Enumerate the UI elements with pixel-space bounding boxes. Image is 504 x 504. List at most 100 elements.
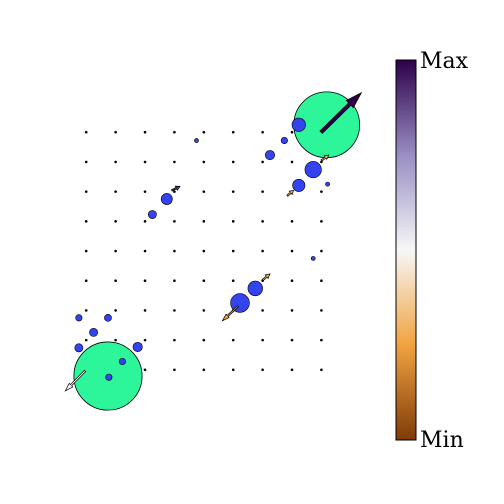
- grid-dot: [261, 309, 264, 312]
- grid-dot: [202, 279, 206, 283]
- grid-dot: [261, 220, 264, 223]
- grid-dot: [231, 130, 235, 134]
- grid-dot: [231, 160, 235, 164]
- arrow: [320, 154, 330, 162]
- grid-dot: [84, 249, 88, 253]
- grid-dot: [114, 160, 117, 164]
- grid-dot: [84, 309, 88, 312]
- colorbar: [395, 59, 417, 441]
- grid-dot: [202, 368, 206, 372]
- grid-dot: [231, 338, 235, 342]
- circle: [132, 341, 143, 352]
- grid-dot: [202, 220, 206, 223]
- grid-dot: [231, 279, 235, 283]
- colorbar-max-label: Max: [420, 49, 469, 74]
- grid-dot: [143, 338, 147, 342]
- arrow: [286, 189, 294, 197]
- grid-dot: [84, 220, 88, 223]
- grid-dot: [290, 309, 294, 312]
- grid-dot: [290, 130, 294, 134]
- grid-dot: [84, 338, 88, 342]
- grid-dot: [173, 160, 176, 164]
- grid-dot: [320, 220, 323, 223]
- grid-dot: [290, 220, 294, 223]
- circle: [292, 178, 306, 192]
- grid-dot: [173, 190, 176, 193]
- grid-dot: [173, 368, 176, 372]
- grid-dot: [114, 249, 117, 253]
- circle: [264, 150, 275, 161]
- circle: [118, 357, 126, 366]
- grid-dot: [320, 368, 323, 372]
- arrow: [64, 369, 87, 392]
- grid-dot: [114, 279, 117, 283]
- grid-dot: [202, 160, 206, 164]
- grid-dot: [173, 249, 176, 253]
- grid-dot: [231, 249, 235, 253]
- arrow: [170, 185, 181, 192]
- grid-dot: [173, 220, 176, 223]
- grid-dot: [290, 368, 294, 372]
- grid-dot: [290, 279, 294, 283]
- grid-dot: [202, 249, 206, 253]
- circle: [89, 327, 98, 337]
- grid-dot: [261, 338, 264, 342]
- grid-dot: [202, 190, 206, 193]
- grid-dot: [320, 309, 323, 312]
- circle: [310, 256, 316, 261]
- circle: [105, 373, 113, 381]
- grid-dot: [320, 190, 323, 193]
- grid-dot: [84, 190, 88, 193]
- circle: [280, 136, 288, 145]
- grid-dot: [320, 338, 323, 342]
- circle: [194, 138, 199, 143]
- grid-dot: [231, 368, 235, 372]
- grid-dot: [143, 220, 147, 223]
- grid-dot: [173, 309, 176, 312]
- grid-dot: [202, 338, 206, 342]
- grid-dot: [84, 130, 88, 134]
- grid-dot: [261, 160, 264, 164]
- grid-dot: [290, 338, 294, 342]
- grid-dot: [114, 309, 117, 312]
- grid-dot: [114, 130, 117, 134]
- grid-dot: [231, 220, 235, 223]
- grid-dot: [143, 279, 147, 283]
- circle: [104, 314, 112, 322]
- circle: [247, 280, 263, 297]
- grid-dot: [173, 130, 176, 134]
- grid-dot: [231, 190, 235, 193]
- grid-dot: [261, 130, 264, 134]
- circle: [74, 343, 84, 353]
- grid-dot: [173, 338, 176, 342]
- arrow: [221, 305, 239, 322]
- circle: [147, 210, 157, 219]
- grid-dot: [320, 279, 323, 283]
- grid-dot: [143, 309, 147, 312]
- grid-dot: [114, 220, 117, 223]
- circle: [291, 117, 306, 132]
- grid-dot: [261, 190, 264, 193]
- grid-dot: [202, 130, 206, 134]
- grid-dot: [84, 160, 88, 164]
- circle: [325, 181, 330, 187]
- circle: [75, 314, 83, 322]
- colorbar-min-label: Min: [420, 428, 464, 453]
- grid-dot: [143, 130, 147, 134]
- grid-dot: [84, 279, 88, 283]
- grid-dot: [143, 368, 147, 372]
- grid-dot: [114, 338, 117, 342]
- arrow: [319, 91, 363, 134]
- grid-dot: [114, 190, 117, 193]
- grid-dot: [173, 279, 176, 283]
- grid-dot: [290, 249, 294, 253]
- grid-dot: [143, 190, 147, 193]
- grid-dot: [261, 249, 264, 253]
- grid-dot: [202, 309, 206, 312]
- grid-dot: [290, 160, 294, 164]
- grid-dot: [261, 368, 264, 372]
- grid-dot: [143, 249, 147, 253]
- grid-dot: [143, 160, 147, 164]
- arrow: [261, 273, 271, 282]
